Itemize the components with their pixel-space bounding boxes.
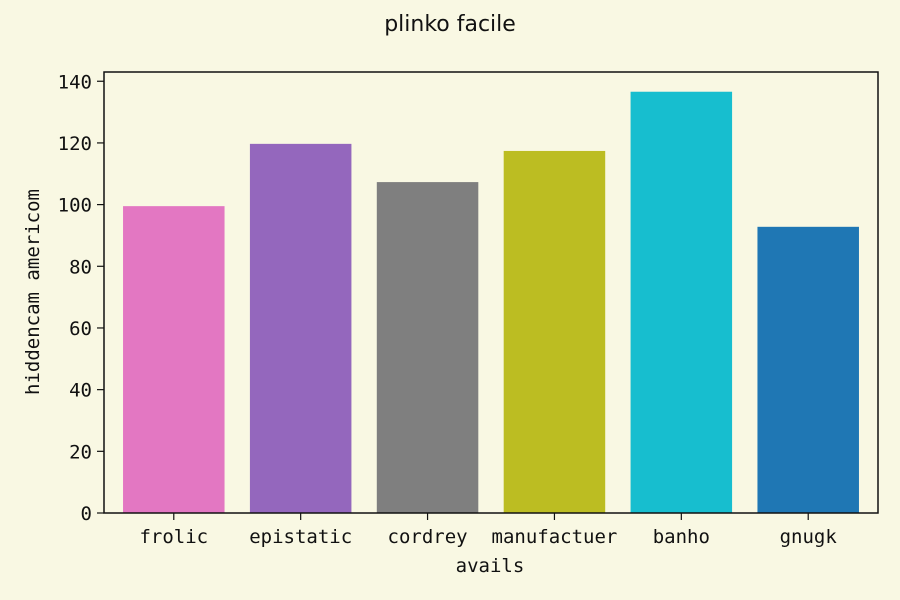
bar-cordrey xyxy=(376,182,479,513)
x-tick-label: banho xyxy=(653,526,710,548)
y-tick-label: 20 xyxy=(69,441,92,463)
y-tick-label: 60 xyxy=(69,318,92,340)
plot-frame xyxy=(103,71,879,514)
y-axis-ticks: 0 20 40 60 80 100 120 140 xyxy=(58,71,104,525)
x-tick-label: frolic xyxy=(139,526,208,548)
x-axis-label: avails xyxy=(456,555,525,577)
bar-epistatic xyxy=(249,143,352,514)
y-tick-label: 100 xyxy=(58,195,92,217)
x-tick-label: gnugk xyxy=(780,526,838,548)
y-tick-label: 40 xyxy=(69,380,92,402)
bar-frolic xyxy=(123,206,225,514)
x-tick-label: epistatic xyxy=(249,526,352,548)
y-tick-label: 80 xyxy=(69,256,92,278)
y-axis-label: hiddencam americom xyxy=(22,189,44,395)
bars-group xyxy=(123,91,859,514)
bar-banho xyxy=(630,91,733,513)
y-tick-label: 120 xyxy=(58,133,92,155)
x-axis-ticks: frolic epistatic cordrey manufactuer banho gn… xyxy=(139,513,837,548)
x-tick-label: cordrey xyxy=(388,526,468,548)
x-tick-label: manufactuer xyxy=(492,526,618,548)
chart-title: plinko facile xyxy=(384,12,516,37)
bar-manufactuer xyxy=(503,150,606,514)
bar-gnugk xyxy=(757,226,859,513)
y-tick-label: 140 xyxy=(58,71,92,93)
y-tick-label: 0 xyxy=(81,503,92,525)
